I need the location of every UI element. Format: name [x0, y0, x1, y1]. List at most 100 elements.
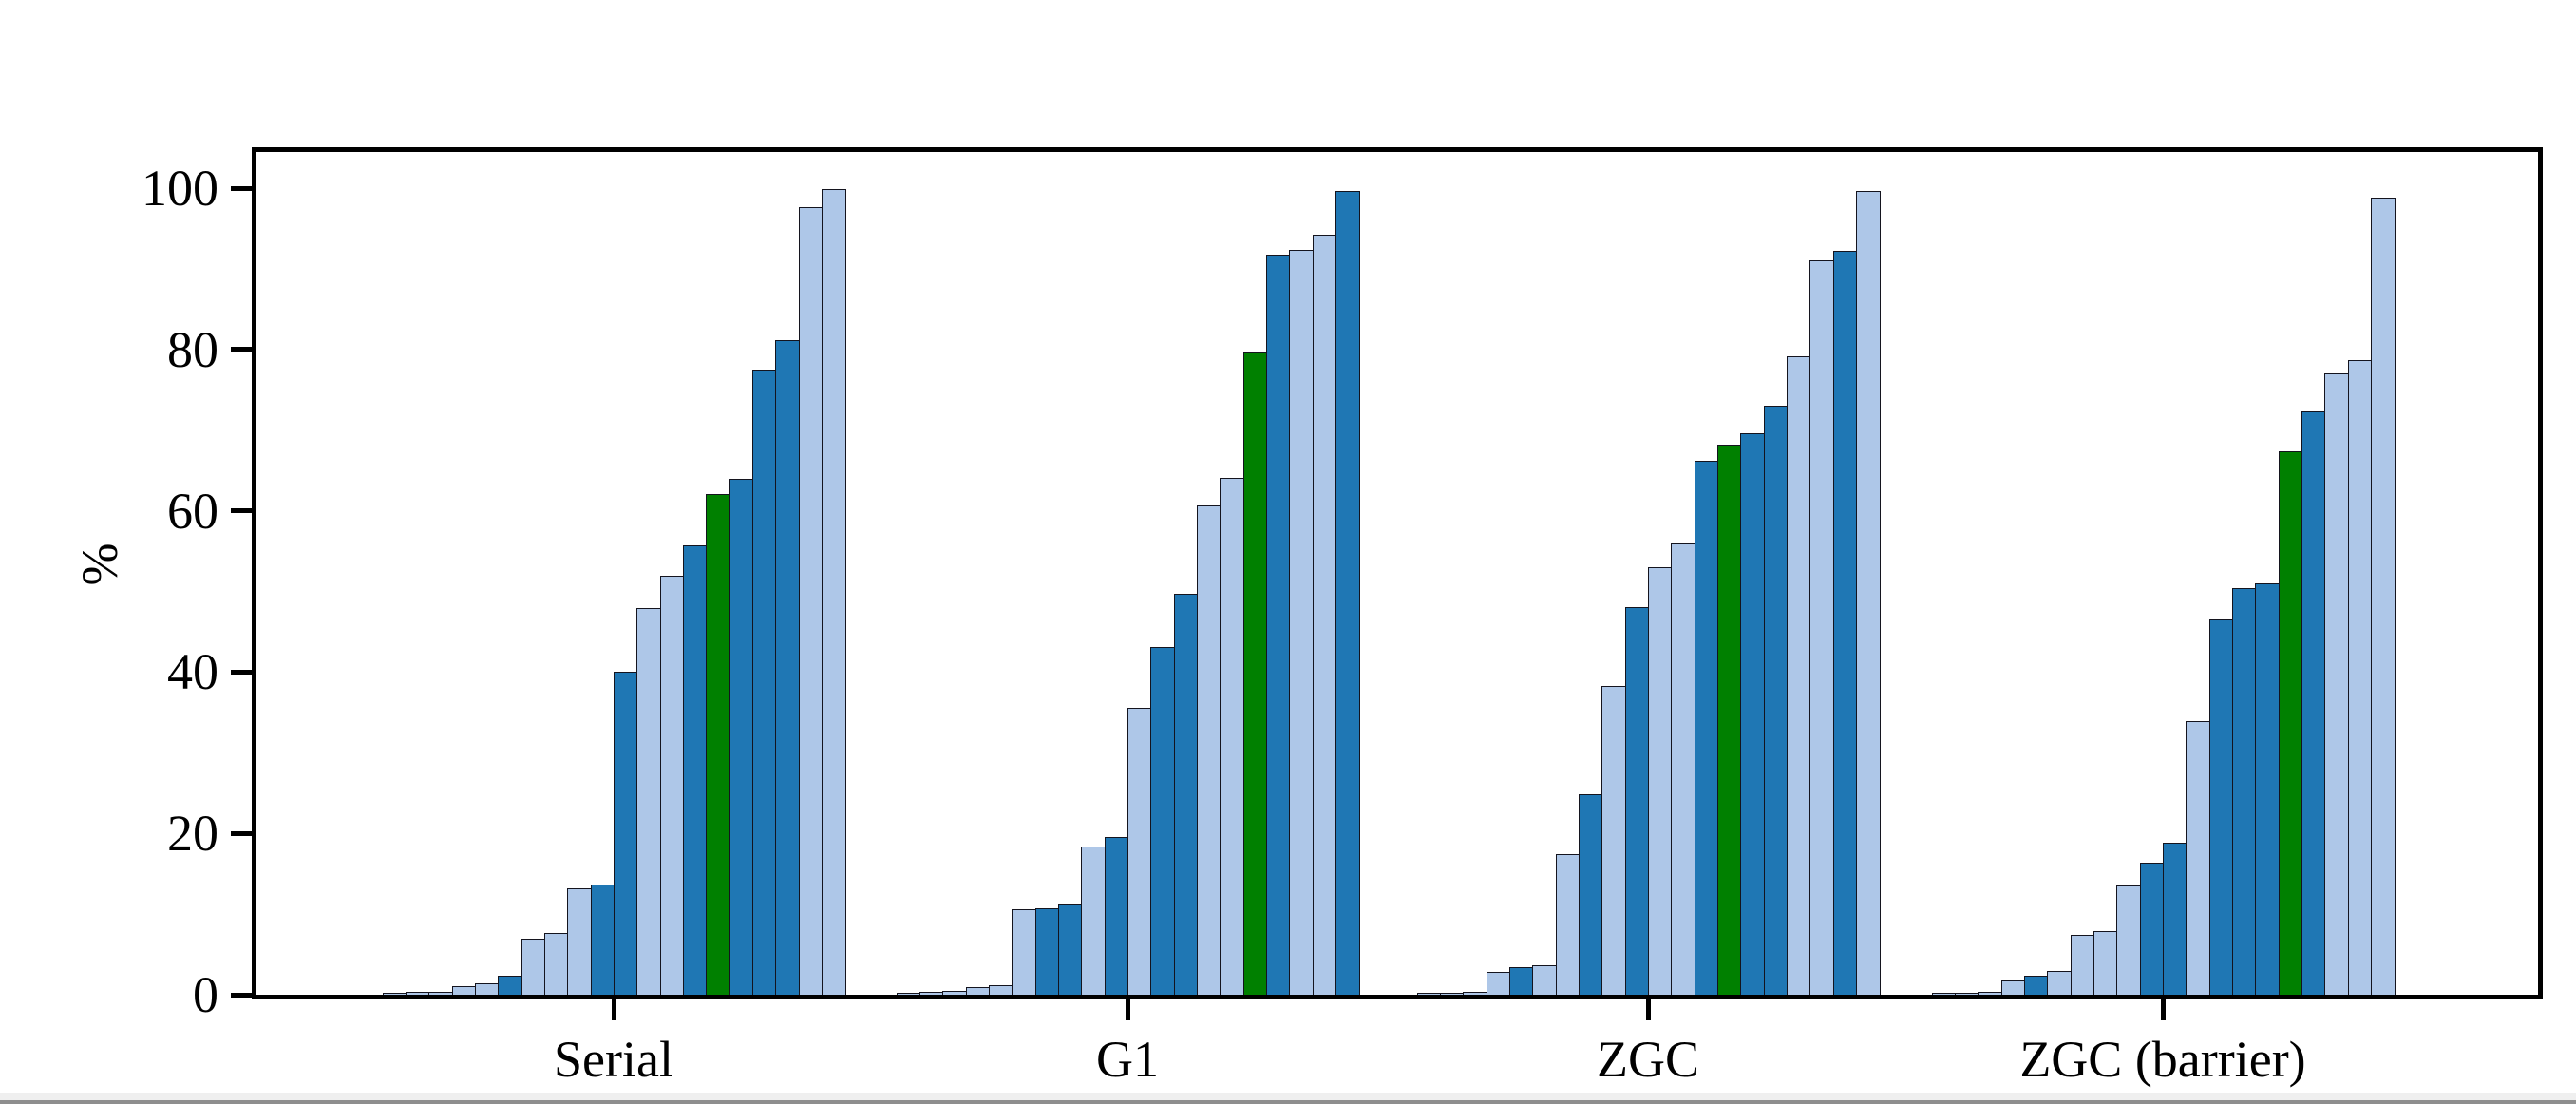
bar-g1-11 — [1150, 647, 1176, 995]
bar-zgc-0 — [1416, 993, 1442, 995]
bar-zgc-barrier-2 — [1978, 992, 2003, 995]
bar-zgc-16 — [1787, 355, 1811, 995]
y-tick-label: 80 — [167, 320, 218, 378]
bar-serial-5 — [498, 976, 523, 995]
bar-zgc-15 — [1763, 406, 1789, 995]
x-tick-label-zgc: ZGC — [1597, 1031, 1699, 1088]
bar-zgc-barrier-7 — [2093, 930, 2118, 995]
bar-serial-10 — [614, 671, 638, 995]
bar-zgc-13-highlight — [1717, 444, 1742, 995]
x-tick-mark — [611, 999, 616, 1020]
bar-zgc-barrier-11 — [2186, 721, 2211, 995]
bar-g1-2 — [942, 990, 968, 995]
bar-serial-8 — [567, 887, 593, 995]
bar-zgc-barrier-0 — [1931, 993, 1957, 995]
scrollbar-track — [0, 1093, 2576, 1100]
bar-zgc-barrier-10 — [2163, 842, 2188, 995]
bar-serial-19 — [822, 188, 846, 995]
bar-serial-13 — [683, 545, 708, 995]
bar-zgc-18 — [1832, 251, 1858, 995]
bar-g1-1 — [919, 991, 944, 995]
bar-g1-17 — [1289, 250, 1315, 995]
bar-zgc-barrier-13 — [2232, 588, 2257, 995]
plot-area — [252, 147, 2543, 999]
y-axis-title: % — [71, 542, 128, 586]
x-tick-mark — [1125, 999, 1130, 1020]
bar-serial-6 — [521, 938, 546, 995]
bar-g1-9 — [1104, 837, 1129, 995]
bar-zgc-3 — [1486, 972, 1511, 995]
bar-g1-16 — [1266, 255, 1291, 995]
bar-zgc-barrier-3 — [2000, 980, 2026, 995]
y-tick-mark — [231, 508, 252, 514]
bar-serial-14-highlight — [706, 493, 731, 995]
bar-g1-15-highlight — [1242, 352, 1268, 995]
bar-g1-19 — [1335, 190, 1360, 995]
window-bottom-edge — [0, 1100, 2576, 1104]
x-tick-mark — [2160, 999, 2166, 1020]
bar-serial-12 — [659, 575, 685, 995]
bar-g1-14 — [1220, 477, 1245, 995]
bar-g1-18 — [1312, 235, 1337, 995]
bar-zgc-barrier-19 — [2371, 198, 2396, 995]
bar-g1-7 — [1057, 904, 1083, 995]
bar-zgc-4 — [1508, 967, 1534, 995]
bar-zgc-barrier-14 — [2255, 583, 2281, 995]
bar-serial-0 — [382, 992, 407, 995]
bar-serial-15 — [729, 478, 754, 995]
y-tick-label: 0 — [193, 966, 218, 1023]
bar-zgc-barrier-1 — [1954, 992, 1979, 995]
bar-zgc-5 — [1532, 965, 1558, 995]
bar-zgc-barrier-12 — [2208, 619, 2234, 995]
bar-zgc-barrier-17 — [2324, 373, 2350, 995]
y-tick-mark — [231, 669, 252, 675]
bar-zgc-barrier-15-highlight — [2278, 450, 2303, 995]
bar-zgc-barrier-6 — [2070, 935, 2095, 995]
y-tick-label: 100 — [142, 160, 218, 217]
bar-zgc-barrier-18 — [2347, 359, 2373, 995]
bar-zgc-barrier-5 — [2047, 971, 2073, 995]
bar-serial-11 — [636, 608, 662, 995]
bar-zgc-7 — [1578, 794, 1603, 995]
plot-inner — [256, 152, 2538, 995]
bar-zgc-6 — [1555, 854, 1581, 995]
bar-zgc-10 — [1648, 567, 1673, 995]
bar-g1-13 — [1197, 504, 1222, 995]
bar-serial-9 — [590, 884, 616, 995]
bar-zgc-12 — [1694, 460, 1719, 995]
x-tick-label-serial: Serial — [554, 1031, 673, 1088]
y-tick-mark — [231, 347, 252, 352]
bar-serial-7 — [543, 932, 569, 995]
bar-zgc-barrier-9 — [2139, 862, 2165, 995]
bar-zgc-2 — [1463, 992, 1488, 995]
x-tick-label-zgc-barrier: ZGC (barrier) — [2019, 1031, 2306, 1088]
y-tick-label: 40 — [167, 643, 218, 701]
x-tick-label-g1: G1 — [1096, 1031, 1159, 1088]
y-tick-label: 20 — [167, 805, 218, 863]
bar-serial-1 — [405, 992, 430, 995]
bar-zgc-barrier-4 — [2023, 976, 2049, 995]
y-tick-mark — [231, 992, 252, 998]
bar-serial-18 — [798, 207, 824, 995]
bar-zgc-19 — [1856, 190, 1881, 995]
bar-g1-0 — [896, 993, 921, 995]
bar-serial-2 — [428, 992, 454, 995]
bar-zgc-14 — [1740, 433, 1766, 995]
bar-zgc-barrier-16 — [2301, 411, 2326, 995]
bar-g1-3 — [965, 986, 991, 995]
bar-g1-4 — [988, 984, 1013, 995]
bar-g1-5 — [1012, 909, 1037, 995]
bar-serial-4 — [474, 983, 500, 995]
bar-zgc-8 — [1601, 685, 1627, 995]
bar-zgc-barrier-8 — [2116, 885, 2142, 995]
bar-g1-8 — [1081, 846, 1107, 995]
bar-g1-12 — [1173, 594, 1199, 995]
bar-g1-10 — [1127, 707, 1152, 995]
y-tick-label: 60 — [167, 482, 218, 540]
bar-serial-3 — [451, 985, 477, 995]
y-tick-mark — [231, 830, 252, 836]
bar-g1-6 — [1034, 908, 1060, 995]
bar-zgc-11 — [1671, 542, 1696, 995]
bar-serial-16 — [752, 370, 777, 995]
